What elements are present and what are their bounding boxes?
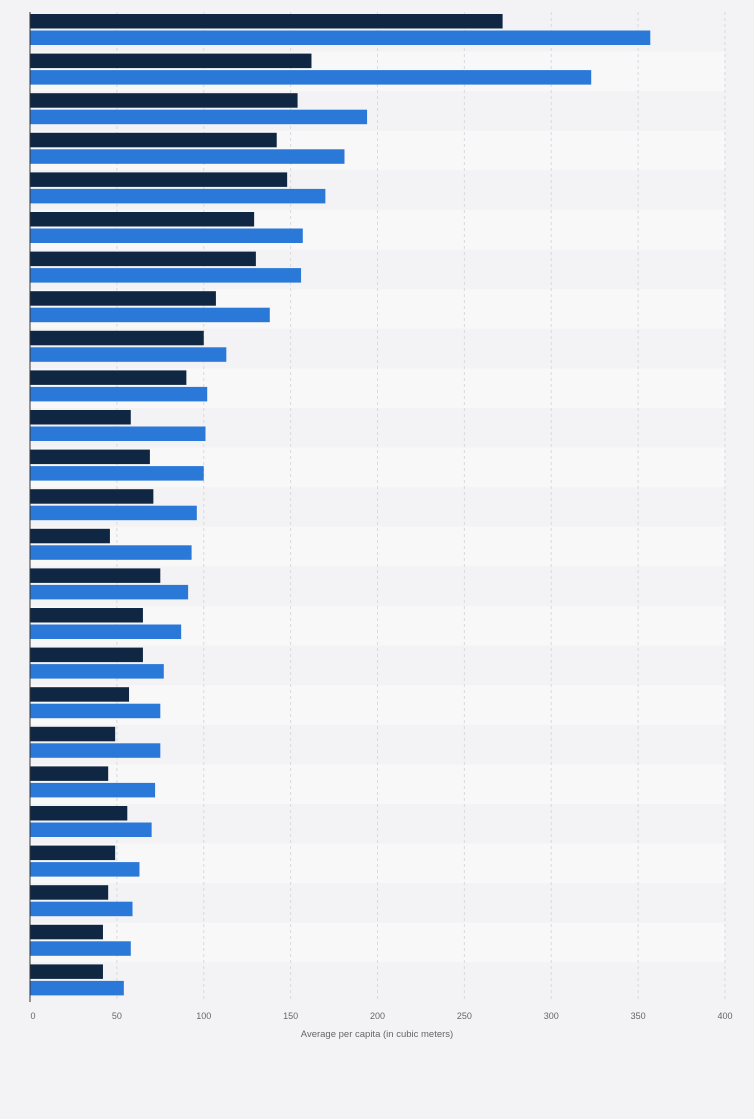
bar-series1-row23 [30, 885, 109, 900]
bar-series2-row4 [30, 149, 345, 164]
x-axis-title: Average per capita (in cubic meters) [301, 1029, 453, 1040]
x-tick-label-100: 100 [196, 1011, 211, 1021]
bar-series1-row13 [30, 489, 154, 504]
x-tick-label-400: 400 [717, 1011, 732, 1021]
x-tick-label-300: 300 [544, 1011, 559, 1021]
bar-series1-row25 [30, 964, 103, 979]
bar-series1-row21 [30, 806, 128, 821]
bar-series1-row7 [30, 251, 256, 267]
bar-series2-row2 [30, 70, 592, 85]
bar-series2-row25 [30, 980, 124, 996]
bar-series2-row13 [30, 505, 197, 521]
bar-series2-row22 [30, 862, 140, 877]
bar-series1-row3 [30, 93, 298, 108]
bar-series2-row20 [30, 782, 156, 798]
bar-series1-row6 [30, 212, 255, 227]
bar-series2-row23 [30, 901, 133, 917]
bars [30, 14, 651, 996]
bar-series2-row3 [30, 109, 368, 125]
x-tick-label-250: 250 [457, 1011, 472, 1021]
bar-series1-row1 [30, 14, 503, 29]
bar-series2-row10 [30, 386, 208, 402]
bar-series2-row6 [30, 228, 303, 243]
bar-series2-row8 [30, 307, 270, 323]
bar-series1-row2 [30, 53, 312, 69]
x-tick-label-150: 150 [283, 1011, 298, 1021]
bar-series2-row12 [30, 466, 204, 481]
bar-series2-row1 [30, 30, 651, 45]
bar-series2-row17 [30, 664, 164, 679]
bar-series1-row19 [30, 726, 116, 742]
x-tick-label-50: 50 [112, 1011, 122, 1021]
bar-series2-row24 [30, 941, 131, 956]
x-tick-label-0: 0 [30, 1011, 35, 1021]
bar-series2-row15 [30, 584, 189, 600]
bar-series1-row16 [30, 608, 143, 623]
bar-series1-row8 [30, 291, 216, 306]
bar-series2-row16 [30, 624, 182, 639]
bar-series2-row9 [30, 347, 227, 362]
bar-series1-row18 [30, 687, 130, 702]
bar-series1-row17 [30, 647, 143, 663]
bar-series1-row22 [30, 845, 116, 861]
bar-series2-row5 [30, 188, 326, 204]
bar-series2-row18 [30, 703, 161, 719]
x-tick-label-200: 200 [370, 1011, 385, 1021]
bar-series2-row19 [30, 743, 161, 758]
bar-series1-row14 [30, 528, 110, 544]
bar-series2-row14 [30, 545, 192, 560]
bar-series1-row5 [30, 172, 288, 187]
bar-series2-row11 [30, 426, 206, 441]
bar-series1-row11 [30, 410, 131, 425]
bar-series1-row20 [30, 766, 109, 781]
bar-series2-row21 [30, 822, 152, 837]
bar-series1-row12 [30, 449, 150, 465]
bar-series1-row9 [30, 330, 204, 346]
bar-series1-row4 [30, 132, 277, 148]
x-tick-label-350: 350 [631, 1011, 646, 1021]
x-axis-ticks: 0 50 100 150 200 250 300 350 400 [30, 1011, 732, 1021]
bar-series1-row10 [30, 370, 187, 385]
bar-series2-row7 [30, 268, 302, 283]
bar-series1-row24 [30, 924, 103, 940]
bar-series1-row15 [30, 568, 161, 583]
